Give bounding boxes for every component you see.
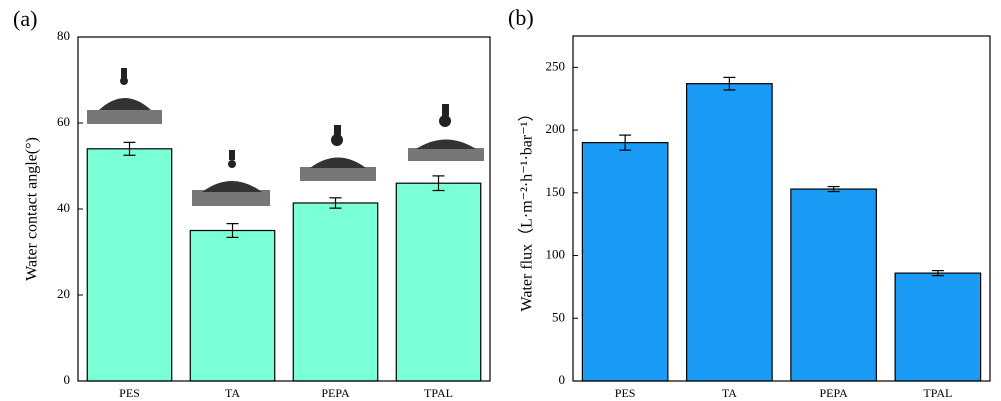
- y-tick-label: 250: [546, 58, 566, 73]
- panel-label: (a): [13, 6, 37, 31]
- y-tick-label: 50: [552, 309, 565, 324]
- y-tick-label: 100: [546, 247, 566, 262]
- bar: [895, 273, 980, 381]
- y-tick-label: 0: [64, 372, 71, 387]
- y-tick-label: 40: [57, 200, 70, 215]
- figure: (b) Water flux（L·m⁻²·h⁻¹·bar⁻¹） 0 50 100 150 2…: [0, 0, 1001, 401]
- y-tick-label: 60: [57, 114, 70, 129]
- x-tick-label: TA: [225, 386, 240, 400]
- bar: [190, 231, 274, 382]
- bar: [396, 183, 480, 381]
- bar: [582, 143, 667, 381]
- bar: [687, 84, 772, 381]
- bar: [293, 203, 377, 381]
- y-tick-label: 80: [57, 28, 70, 43]
- x-tick-label: PEPA: [321, 386, 350, 400]
- x-tick-label: PEPA: [820, 386, 849, 400]
- y-tick-label: 20: [57, 286, 70, 301]
- y-tick-label: 150: [546, 184, 566, 199]
- y-tick-label: 0: [559, 372, 566, 387]
- x-tick-label: TPAL: [424, 386, 453, 400]
- panel-label: (b): [508, 5, 534, 30]
- bar: [87, 149, 171, 381]
- x-tick-label: PES: [119, 386, 140, 400]
- panel: (b) Water flux（L·m⁻²·h⁻¹·bar⁻¹） 0 50 100 150 2…: [508, 5, 990, 400]
- y-axis-label: Water contact angle(°): [24, 137, 41, 281]
- x-tick-label: TA: [722, 386, 737, 400]
- bar: [791, 189, 876, 381]
- x-tick-label: PES: [615, 386, 636, 400]
- y-axis-label: Water flux（L·m⁻²·h⁻¹·bar⁻¹）: [518, 106, 536, 312]
- x-tick-label: TPAL: [923, 386, 952, 400]
- y-tick-label: 200: [546, 121, 566, 136]
